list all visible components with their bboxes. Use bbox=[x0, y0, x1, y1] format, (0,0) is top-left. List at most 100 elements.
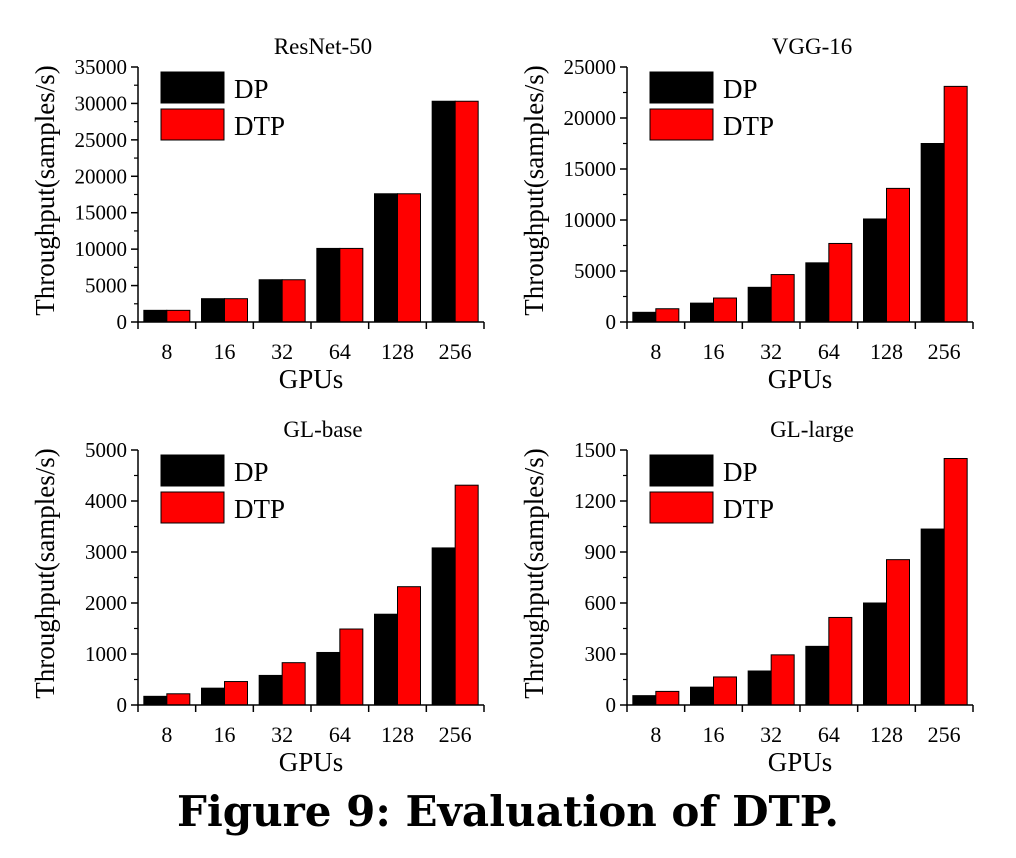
x-tick-label: 16 bbox=[214, 339, 236, 364]
legend-swatch-dtp bbox=[649, 108, 714, 141]
legend-label-dtp: DTP bbox=[234, 111, 285, 141]
bar-dtp-32 bbox=[281, 279, 306, 323]
bar-dtp-256 bbox=[454, 100, 479, 323]
y-tick-label: 4000 bbox=[85, 489, 127, 513]
bar-dtp-32 bbox=[281, 662, 306, 706]
bar-dp-16 bbox=[690, 302, 714, 323]
y-tick-label: 1000 bbox=[85, 642, 127, 666]
y-tick-label: 0 bbox=[117, 310, 128, 334]
y-tick-label: 5000 bbox=[85, 274, 127, 298]
bar-dtp-128 bbox=[397, 586, 421, 706]
x-axis-label: GPUs bbox=[279, 364, 344, 394]
x-tick-label: 256 bbox=[928, 339, 961, 364]
bar-dp-16 bbox=[201, 298, 225, 323]
chart-panel-2: 0 5000 10000 15000 20000 25000 8 16 32 64 128 256 GP… bbox=[519, 34, 974, 394]
x-tick-label: 64 bbox=[818, 339, 840, 364]
x-tick-label: 8 bbox=[161, 339, 172, 364]
y-tick-label: 15000 bbox=[75, 201, 128, 225]
x-tick-label: 16 bbox=[703, 339, 725, 364]
bar-dp-256 bbox=[920, 143, 945, 323]
y-tick-label: 35000 bbox=[75, 55, 128, 79]
y-tick-label: 2000 bbox=[85, 591, 127, 615]
bar-dp-256 bbox=[431, 547, 456, 706]
bar-dp-64 bbox=[805, 645, 830, 706]
bar-dtp-8 bbox=[655, 308, 680, 323]
y-tick-label: 0 bbox=[117, 693, 128, 717]
y-tick-label: 1500 bbox=[574, 438, 616, 462]
chart-title: VGG-16 bbox=[772, 34, 853, 59]
bar-dtp-64 bbox=[339, 247, 364, 323]
x-tick-label: 64 bbox=[329, 339, 351, 364]
y-tick-label: 3000 bbox=[85, 540, 127, 564]
bar-dp-64 bbox=[805, 262, 830, 323]
bar-dtp-8 bbox=[166, 693, 191, 706]
bar-dtp-128 bbox=[886, 187, 910, 323]
x-axis-label: GPUs bbox=[768, 747, 833, 777]
legend-label-dp: DP bbox=[723, 74, 758, 104]
legend-label-dp: DP bbox=[723, 457, 758, 487]
y-axis-label: Throughput(samples/s) bbox=[519, 65, 549, 315]
x-tick-label: 16 bbox=[703, 722, 725, 747]
bar-dtp-32 bbox=[770, 274, 795, 323]
x-tick-label: 128 bbox=[381, 722, 414, 747]
bar-dtp-64 bbox=[828, 616, 853, 706]
x-tick-label: 256 bbox=[928, 722, 961, 747]
chart-title: GL-large bbox=[770, 417, 854, 442]
legend-swatch-dtp bbox=[160, 491, 225, 524]
bar-dtp-32 bbox=[770, 654, 795, 706]
y-axis-label: Throughput(samples/s) bbox=[30, 448, 60, 698]
bar-dp-32 bbox=[747, 286, 772, 323]
y-tick-label: 15000 bbox=[564, 157, 617, 181]
legend-swatch-dp bbox=[160, 71, 225, 104]
x-tick-label: 8 bbox=[650, 722, 661, 747]
legend-label-dp: DP bbox=[234, 457, 269, 487]
bar-dtp-16 bbox=[224, 298, 248, 323]
chart-title: ResNet-50 bbox=[274, 34, 372, 59]
bar-dp-8 bbox=[632, 311, 657, 323]
x-tick-label: 16 bbox=[214, 722, 236, 747]
bar-dp-16 bbox=[690, 686, 714, 706]
y-tick-label: 0 bbox=[606, 310, 617, 334]
y-tick-label: 300 bbox=[585, 642, 617, 666]
y-tick-label: 5000 bbox=[574, 259, 616, 283]
bar-dtp-256 bbox=[943, 85, 968, 323]
bar-dp-8 bbox=[143, 309, 168, 323]
bar-dtp-64 bbox=[828, 242, 853, 323]
legend-swatch-dtp bbox=[160, 108, 225, 141]
bar-dtp-16 bbox=[713, 297, 737, 323]
legend-label-dtp: DTP bbox=[723, 111, 774, 141]
x-tick-label: 128 bbox=[381, 339, 414, 364]
bar-dp-64 bbox=[316, 651, 341, 706]
y-tick-label: 30000 bbox=[75, 91, 128, 115]
bar-dtp-256 bbox=[943, 458, 968, 706]
bar-dtp-256 bbox=[454, 484, 479, 706]
x-tick-label: 256 bbox=[439, 722, 472, 747]
legend-swatch-dp bbox=[160, 454, 225, 487]
x-tick-label: 8 bbox=[161, 722, 172, 747]
y-tick-label: 25000 bbox=[75, 128, 128, 152]
bar-dtp-128 bbox=[397, 193, 421, 323]
bar-dp-256 bbox=[431, 100, 456, 323]
x-tick-label: 32 bbox=[760, 722, 782, 747]
x-tick-label: 128 bbox=[870, 339, 903, 364]
bar-dp-64 bbox=[316, 247, 341, 323]
bar-dp-32 bbox=[258, 674, 283, 706]
bar-dp-128 bbox=[374, 193, 398, 323]
chart-panel-1: 0 5000 10000 15000 20000 25000 30000 35000 8 16 32… bbox=[30, 34, 485, 394]
bar-dp-256 bbox=[920, 528, 945, 706]
x-tick-label: 8 bbox=[650, 339, 661, 364]
bar-dtp-128 bbox=[886, 559, 910, 706]
y-tick-label: 10000 bbox=[75, 237, 128, 261]
x-tick-label: 64 bbox=[818, 722, 840, 747]
legend-label-dtp: DTP bbox=[723, 494, 774, 524]
x-tick-label: 32 bbox=[271, 722, 293, 747]
x-axis-label: GPUs bbox=[279, 747, 344, 777]
legend-swatch-dtp bbox=[649, 491, 714, 524]
legend-label-dp: DP bbox=[234, 74, 269, 104]
chart-title: GL-base bbox=[283, 417, 362, 442]
chart-panel-3: 0 1000 2000 3000 4000 5000 8 16 32 64 128 256 GPUs Th… bbox=[30, 417, 485, 777]
bar-dp-16 bbox=[201, 687, 225, 706]
bar-dp-128 bbox=[374, 613, 398, 706]
bar-dp-8 bbox=[143, 695, 168, 706]
